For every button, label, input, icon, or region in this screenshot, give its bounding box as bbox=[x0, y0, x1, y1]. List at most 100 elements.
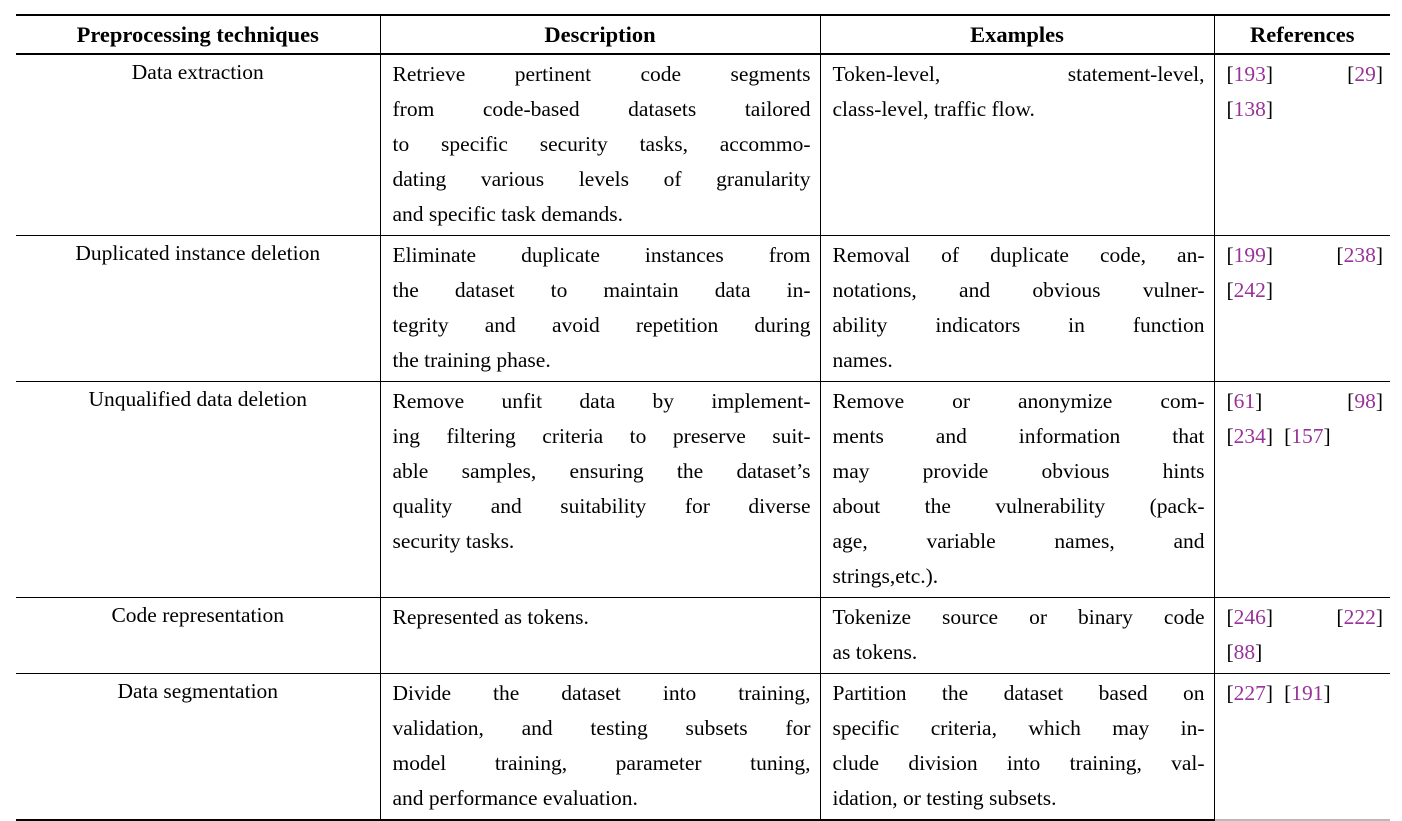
citation-number: 29 bbox=[1354, 62, 1376, 86]
table-row: Code representation Represented as tokens… bbox=[16, 597, 1390, 674]
column-header-references: References bbox=[1213, 14, 1390, 55]
citation-bracket: ] bbox=[1323, 424, 1331, 448]
table-header-row: Preprocessing techniques Description Exa… bbox=[16, 14, 1390, 55]
references-line: [193] [29] bbox=[1227, 57, 1384, 92]
technique-label: Unqualified data deletion bbox=[88, 387, 307, 411]
citation-bracket: ] bbox=[1265, 681, 1274, 705]
table-body: Data extraction Retrieve pertinent code s… bbox=[16, 54, 1390, 821]
citation-link[interactable]: [222] bbox=[1336, 600, 1383, 635]
text-line: ing filtering criteria to preserve suit- bbox=[392, 424, 811, 448]
text-line: able samples, ensuring the dataset’s bbox=[392, 459, 811, 483]
description-cell: Eliminate duplicate instances from the da… bbox=[379, 235, 820, 382]
citation-link[interactable]: [29] bbox=[1347, 57, 1383, 92]
citation-link[interactable]: [246] bbox=[1227, 600, 1274, 635]
text-line: dating various levels of granularity bbox=[392, 167, 811, 191]
citation-bracket: [ bbox=[1226, 640, 1234, 664]
examples-cell: Tokenize source or binary code as tokens. bbox=[819, 597, 1214, 674]
technique-cell: Data segmentation bbox=[16, 673, 380, 821]
citation-bracket: [ bbox=[1284, 424, 1292, 448]
references-line: [138] bbox=[1227, 92, 1384, 127]
citation-number: 238 bbox=[1343, 243, 1376, 267]
text-line: quality and suitability for diverse bbox=[392, 494, 811, 518]
citation-bracket: ] bbox=[1375, 62, 1383, 86]
references-line: [61] [98] bbox=[1227, 384, 1384, 419]
citation-number: 199 bbox=[1233, 243, 1266, 267]
table-row: Data segmentation Divide the dataset into… bbox=[16, 673, 1390, 821]
citation-link[interactable]: [157] bbox=[1284, 419, 1331, 454]
preprocessing-table: Preprocessing techniques Description Exa… bbox=[16, 14, 1390, 821]
citation-link[interactable]: [138] bbox=[1227, 92, 1274, 127]
citation-bracket: [ bbox=[1226, 389, 1234, 413]
citation-bracket: ] bbox=[1375, 243, 1383, 267]
table-row: Data extraction Retrieve pertinent code s… bbox=[16, 54, 1390, 236]
citation-number: 138 bbox=[1233, 97, 1266, 121]
text-line: model training, parameter tuning, bbox=[392, 751, 811, 775]
text-line: Tokenize source or binary code bbox=[832, 605, 1205, 629]
citation-bracket: ] bbox=[1255, 640, 1263, 664]
text-line: clude division into training, val- bbox=[832, 751, 1205, 775]
citation-bracket: [ bbox=[1226, 278, 1234, 302]
references-line: [227] [191] bbox=[1227, 676, 1384, 711]
references-line: [246] [222] bbox=[1227, 600, 1384, 635]
text-line: ability indicators in function bbox=[832, 313, 1205, 337]
technique-label: Data segmentation bbox=[117, 679, 279, 703]
citation-number: 242 bbox=[1233, 278, 1266, 302]
technique-cell: Duplicated instance deletion bbox=[16, 235, 380, 382]
text-line: the dataset to maintain data in- bbox=[392, 278, 811, 302]
references-line: [199] [238] bbox=[1227, 238, 1384, 273]
description-cell: Divide the dataset into training, validat… bbox=[379, 673, 820, 821]
text-line: Token-level, statement-level, bbox=[832, 62, 1205, 86]
citation-link[interactable]: [234] bbox=[1227, 419, 1274, 454]
technique-cell: Code representation bbox=[16, 597, 380, 674]
citation-number: 193 bbox=[1233, 62, 1266, 86]
citation-link[interactable]: [238] bbox=[1336, 238, 1383, 273]
citation-bracket: [ bbox=[1226, 681, 1234, 705]
text-line: idation, or testing subsets. bbox=[832, 786, 1057, 810]
citation-bracket: [ bbox=[1347, 389, 1355, 413]
citation-bracket: [ bbox=[1284, 681, 1292, 705]
citation-bracket: [ bbox=[1336, 605, 1344, 629]
text-line: notations, and obvious vulner- bbox=[832, 278, 1205, 302]
citation-link[interactable]: [227] bbox=[1227, 676, 1274, 711]
text-line: Eliminate duplicate instances from bbox=[392, 243, 811, 267]
text-line: Divide the dataset into training, bbox=[392, 681, 811, 705]
citation-bracket: ] bbox=[1265, 605, 1274, 629]
citation-bracket: ] bbox=[1265, 62, 1274, 86]
text-line: specific criteria, which may in- bbox=[832, 716, 1205, 740]
text-line: may provide obvious hints bbox=[832, 459, 1205, 483]
references-cell: [227] [191] bbox=[1213, 673, 1390, 821]
text-line: tegrity and avoid repetition during bbox=[392, 313, 811, 337]
examples-cell: Removal of duplicate code, an-notations,… bbox=[819, 235, 1214, 382]
references-line: [234] [157] bbox=[1227, 419, 1384, 454]
description-cell: Represented as tokens. bbox=[379, 597, 820, 674]
text-line: and performance evaluation. bbox=[392, 786, 638, 810]
citation-bracket: ] bbox=[1255, 389, 1263, 413]
citation-number: 88 bbox=[1233, 640, 1256, 664]
text-line: Partition the dataset based on bbox=[832, 681, 1205, 705]
text-line: Remove or anonymize com- bbox=[832, 389, 1205, 413]
citation-link[interactable]: [61] bbox=[1227, 384, 1263, 419]
citation-bracket: [ bbox=[1226, 97, 1234, 121]
citation-bracket: [ bbox=[1336, 243, 1344, 267]
citation-link[interactable]: [242] bbox=[1227, 273, 1274, 308]
text-line: class-level, traffic flow. bbox=[832, 97, 1035, 121]
citation-link[interactable]: [193] bbox=[1227, 57, 1274, 92]
text-line: security tasks. bbox=[392, 529, 515, 553]
citation-number: 157 bbox=[1291, 424, 1324, 448]
citation-link[interactable]: [199] bbox=[1227, 238, 1274, 273]
citation-bracket: ] bbox=[1265, 243, 1274, 267]
text-line: Remove unfit data by implement- bbox=[392, 389, 811, 413]
examples-cell: Token-level, statement-level, class-level… bbox=[819, 54, 1214, 236]
technique-label: Duplicated instance deletion bbox=[75, 241, 321, 265]
technique-cell: Unqualified data deletion bbox=[16, 381, 380, 598]
citation-link[interactable]: [191] bbox=[1284, 676, 1331, 711]
text-line: Represented as tokens. bbox=[392, 605, 589, 629]
citation-link[interactable]: [88] bbox=[1227, 635, 1263, 670]
citation-number: 227 bbox=[1233, 681, 1266, 705]
text-line: Removal of duplicate code, an- bbox=[832, 243, 1205, 267]
references-line: [88] bbox=[1227, 635, 1384, 670]
citation-number: 222 bbox=[1343, 605, 1376, 629]
text-line: strings,etc.). bbox=[832, 564, 939, 588]
text-line: to specific security tasks, accommo- bbox=[392, 132, 811, 156]
citation-link[interactable]: [98] bbox=[1347, 384, 1383, 419]
